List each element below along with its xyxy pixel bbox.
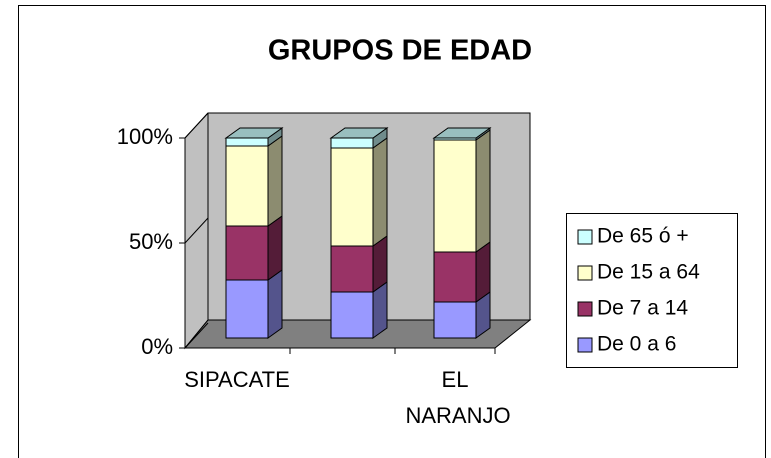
grid-line	[184, 217, 209, 244]
chart-title: GRUPOS DE EDAD	[268, 35, 532, 67]
y-tick-label: 50%	[129, 229, 173, 254]
bar-top	[432, 127, 492, 139]
legend-swatch	[577, 301, 593, 317]
bar	[330, 137, 374, 149]
bar	[330, 291, 374, 339]
x-tick-label: SIPACATE	[184, 367, 290, 392]
legend-label: De 65 ó +	[597, 225, 689, 248]
bar	[225, 279, 269, 339]
bar-side	[267, 215, 283, 281]
legend	[566, 213, 738, 368]
bar-side	[475, 129, 491, 253]
grid-line	[184, 112, 209, 139]
legend-label: De 0 a 6	[597, 333, 676, 356]
bar-side	[372, 137, 388, 247]
grid-line	[184, 322, 209, 349]
bar	[330, 245, 374, 293]
bar-side	[267, 135, 283, 227]
legend-swatch	[577, 265, 593, 281]
legend-swatch	[577, 337, 593, 353]
bar-top	[329, 127, 389, 139]
y-tick-label: 100%	[117, 124, 173, 149]
bar-side	[267, 269, 283, 339]
bar	[225, 137, 269, 147]
legend-label: De 7 a 14	[597, 297, 688, 320]
x-tick-label: EL NARANJO	[399, 367, 510, 428]
bar	[433, 251, 477, 303]
bar-top	[224, 127, 284, 139]
bar	[433, 301, 477, 339]
legend-label: De 15 a 64	[597, 261, 700, 284]
bar	[330, 147, 374, 247]
bar	[225, 145, 269, 227]
bar	[225, 225, 269, 281]
legend-swatch	[577, 229, 593, 245]
y-tick-label: 0%	[141, 334, 173, 359]
bar	[433, 139, 477, 253]
